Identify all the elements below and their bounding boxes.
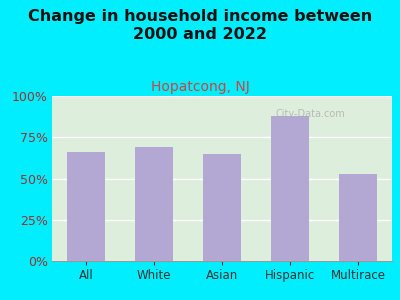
Text: City-Data.com: City-Data.com bbox=[276, 109, 345, 119]
Bar bbox=[67, 152, 105, 261]
Bar bbox=[339, 173, 377, 261]
Text: Change in household income between
2000 and 2022: Change in household income between 2000 … bbox=[28, 9, 372, 42]
Bar bbox=[271, 116, 309, 261]
Text: Hopatcong, NJ: Hopatcong, NJ bbox=[151, 80, 249, 94]
Bar bbox=[203, 154, 241, 261]
Bar bbox=[135, 147, 173, 261]
